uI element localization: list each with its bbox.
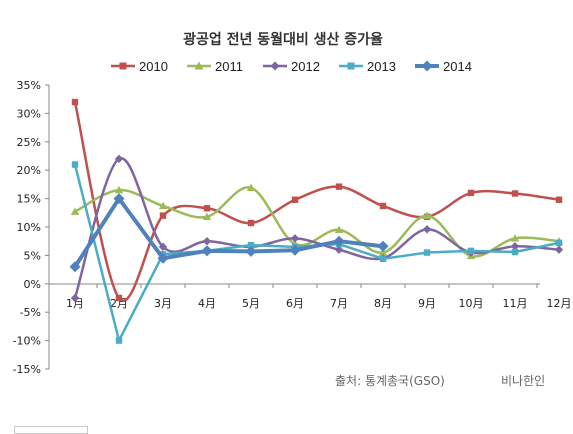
data-point-2010 — [159, 212, 167, 219]
x-tick-label: 9月 — [418, 297, 436, 310]
corner-box — [14, 426, 88, 434]
data-point-2010 — [247, 219, 255, 227]
x-tick-label: 4月 — [198, 297, 216, 310]
data-point-2014 — [113, 193, 125, 205]
data-point-2011 — [510, 234, 520, 242]
y-tick-label: 35% — [17, 79, 41, 92]
data-point-2011 — [422, 211, 432, 219]
data-point-2010 — [379, 202, 387, 210]
series-layer — [69, 98, 564, 344]
data-point-2011 — [114, 185, 124, 194]
legend-item-2014: 2014 — [415, 59, 472, 74]
legend-item-2011: 2011 — [187, 59, 243, 74]
x-tick-label: 1月 — [66, 297, 84, 310]
data-point-2012 — [114, 154, 124, 164]
legend-item-2012: 2012 — [263, 59, 320, 74]
data-point-2013 — [555, 239, 563, 247]
legend-label: 2014 — [443, 59, 472, 74]
data-point-2013 — [467, 247, 475, 255]
data-point-2012 — [422, 225, 432, 234]
data-point-2012 — [334, 245, 344, 254]
data-point-2014 — [377, 240, 389, 252]
legend-item-2010: 2010 — [111, 59, 168, 74]
data-point-2014 — [157, 252, 169, 264]
data-point-2012 — [554, 245, 564, 254]
data-point-2012 — [70, 293, 80, 303]
data-point-2010 — [511, 190, 519, 197]
y-tick-label: -10% — [13, 335, 41, 348]
data-point-2011 — [334, 225, 344, 234]
data-point-2011 — [246, 183, 256, 192]
series-line-2010 — [73, 101, 560, 302]
chart-title: 광공업 전년 동월대비 생산 증가율 — [183, 31, 383, 48]
legend-swatch-marker — [194, 61, 204, 70]
legend-label: 2010 — [139, 59, 168, 74]
data-point-2013 — [71, 161, 79, 168]
data-point-2012 — [202, 237, 212, 246]
y-tick-label: 25% — [17, 136, 41, 149]
legend-swatch-marker — [119, 62, 127, 70]
y-tick-labels: 35% 30% 25% 20% 15% 10% 5% 0% -5% -10% -15% — [13, 79, 49, 376]
data-point-2010 — [555, 196, 563, 203]
data-point-2014 — [333, 235, 345, 247]
y-tick-label: 15% — [17, 193, 41, 206]
legend-label: 2011 — [215, 59, 243, 74]
legend-swatch-marker — [347, 62, 355, 70]
legend-item-2013: 2013 — [339, 59, 396, 74]
series-line-2014 — [73, 196, 384, 268]
data-point-2011 — [158, 201, 168, 210]
x-tick-label: 12月 — [547, 297, 572, 310]
x-tick-label: 6月 — [286, 297, 304, 310]
data-point-2011 — [70, 207, 80, 215]
legend: 2010 2011 2012 2013 2014 — [111, 59, 472, 74]
x-tick-label: 5月 — [242, 297, 260, 310]
data-point-2014 — [201, 245, 213, 257]
data-point-2011 — [202, 212, 212, 220]
series-2013 — [71, 161, 563, 344]
data-point-2014 — [69, 261, 81, 273]
x-tick-labels: 1月 2月 3月 4月 5月 6月 7月 8月 9月 10月 11月 12月 — [66, 284, 572, 310]
legend-swatch-marker — [421, 60, 433, 72]
y-tick-label: -15% — [13, 363, 41, 376]
y-tick-label: 30% — [17, 107, 41, 120]
data-point-2013 — [115, 337, 123, 344]
x-tick-label: 11月 — [503, 297, 528, 310]
x-tick-label: 7月 — [330, 297, 348, 310]
data-point-2013 — [511, 248, 519, 256]
y-tick-label: 5% — [24, 249, 41, 262]
legend-swatch-marker — [270, 61, 280, 71]
data-point-2010 — [335, 183, 343, 190]
data-point-2012 — [510, 242, 520, 251]
data-point-2014 — [289, 244, 301, 256]
x-tick-label: 3月 — [154, 297, 172, 310]
data-point-2013 — [247, 241, 255, 249]
series-2012 — [70, 154, 564, 303]
x-tick-label: 10月 — [459, 297, 484, 310]
legend-label: 2012 — [291, 59, 320, 74]
data-point-2012 — [158, 242, 168, 252]
series-2010 — [71, 98, 563, 302]
data-point-2010 — [71, 98, 79, 106]
y-tick-label: 0% — [24, 278, 41, 291]
x-tick-label: 8月 — [374, 297, 392, 310]
data-point-2010 — [467, 189, 475, 197]
data-point-2012 — [290, 234, 300, 243]
data-point-2010 — [115, 294, 123, 302]
data-point-2013 — [379, 255, 387, 263]
y-tick-label: -5% — [20, 306, 41, 319]
source-note: 출처: 통계총국(GSO) — [335, 374, 445, 388]
data-point-2013 — [423, 249, 431, 256]
y-tick-label: 10% — [17, 221, 41, 234]
data-point-2010 — [203, 205, 211, 212]
series-line-2012 — [73, 157, 560, 299]
watermark-text: 비나한인 — [501, 374, 545, 388]
legend-label: 2013 — [367, 59, 396, 74]
data-point-2010 — [291, 196, 299, 203]
data-point-2014 — [245, 245, 257, 257]
series-2011 — [70, 183, 564, 260]
y-tick-label: 20% — [17, 164, 41, 177]
series-2014 — [69, 193, 389, 273]
data-point-2011 — [378, 248, 388, 256]
